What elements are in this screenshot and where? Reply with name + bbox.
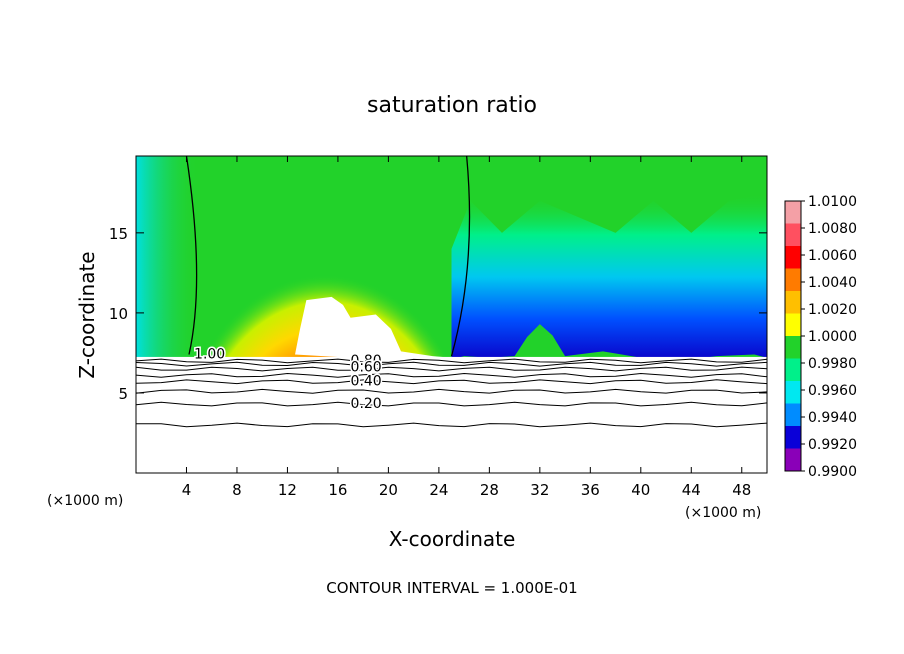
x-tick-label: 40 [631,481,650,499]
x-tick-label: 36 [581,481,600,499]
colorbar-tick-label: 0.9920 [808,437,857,453]
contour-label: 0.40 [351,374,382,390]
x-tick-label: 8 [232,481,242,499]
contour-line [135,379,768,385]
plot-frame [135,155,768,474]
x-tick-label: 44 [682,481,701,499]
contour-line [135,422,768,428]
colorbar-tick-label: 1.0000 [808,329,857,345]
x-units-right: (×1000 m) [685,505,761,521]
y-tick-label: 5 [118,385,128,403]
contour-label: 0.80 [351,353,382,369]
colorbar-swatch [785,381,801,404]
colorbar-tick-label: 1.0080 [808,221,857,237]
colorbar-swatch [785,403,801,427]
colorbar-swatch [785,268,801,292]
right-subsaturated-region [451,192,767,361]
x-tick-label: 20 [379,481,398,499]
contour-label: 0.60 [351,359,382,375]
colorbar-swatch [785,291,801,314]
left-cyan-region [136,156,200,358]
x-tick-label: 28 [480,481,499,499]
colorbar-tick-label: 0.9960 [808,383,857,399]
x-tick-label: 24 [429,481,448,499]
colorbar-tick-label: 1.0060 [808,248,857,264]
colorbar-swatch [785,201,801,224]
y-axis-label: Z-coordinate [75,251,99,378]
colorbar-tick-label: 0.9940 [808,410,857,426]
contour-line [135,358,768,364]
colorbar-swatch [785,313,801,337]
x-axis-label: X-coordinate [389,527,516,551]
x-axis: 4 8 12 16 20 24 28 32 36 40 44 48 [182,156,751,499]
contour-line [135,388,768,394]
colorbar-swatch [785,426,801,449]
y-tick-label: 10 [109,305,128,323]
colorbar-swatch [785,336,801,359]
colorbar-tick-label: 1.0100 [808,194,857,210]
terrain-region [136,356,767,473]
color-field [136,156,767,473]
contour-line [135,372,768,378]
colorbar-tick-label: 1.0040 [808,275,857,291]
contour-line-1-00-left [185,155,198,355]
colorbar: 1.0100 1.0080 1.0060 1.0040 1.0020 1.0000 0.99… [784,194,857,480]
contour-line [135,366,768,372]
x-tick-label: 48 [732,481,751,499]
contour-line [135,361,768,367]
colorbar-tick-label: 0.9980 [808,356,857,372]
colorbar-tick-label: 0.9900 [808,464,857,480]
contour-line-1-00-right [450,155,471,357]
colorbar-swatch [785,448,801,472]
y-tick-label: 15 [109,225,128,243]
chart-title: saturation ratio [367,93,537,118]
white-cloud-region [295,296,452,358]
contour-label: 1.00 [194,347,225,363]
x-units-left: (×1000 m) [47,493,123,509]
contour-line [135,401,768,407]
colorbar-swatch [785,358,801,382]
x-tick-label: 12 [278,481,297,499]
contour-interval-footer: CONTOUR INTERVAL = 1.000E-01 [326,579,577,597]
y-axis: 5 10 15 [109,225,767,403]
x-tick-label: 16 [328,481,347,499]
contour-label: 0.20 [351,396,382,412]
x-tick-label: 32 [530,481,549,499]
colorbar-swatch [785,223,801,247]
colorbar-tick-label: 1.0020 [808,302,857,318]
contour-lines: 1.00 0.800.600.40 0.20 [135,155,768,428]
colorbar-swatch [785,246,801,269]
x-tick-label: 4 [182,481,192,499]
